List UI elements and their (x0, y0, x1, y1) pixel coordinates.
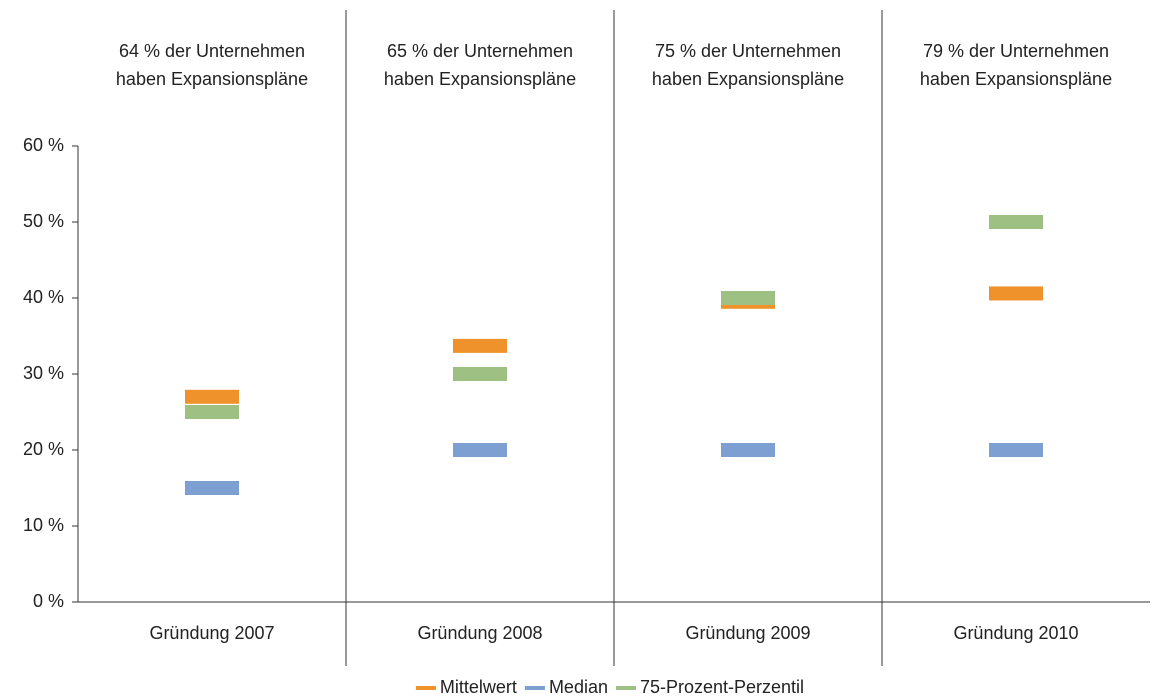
dash-mark (989, 286, 1043, 301)
dash-mark (185, 481, 239, 495)
dash-mark (453, 367, 507, 381)
annotation: haben Expansionspläne (384, 69, 576, 89)
annotation: 75 % der Unternehmen (655, 41, 841, 61)
y-tick-label: 40 % (23, 287, 64, 307)
y-tick-label: 10 % (23, 515, 64, 535)
annotation: 79 % der Unternehmen (923, 41, 1109, 61)
y-tick-label: 60 % (23, 135, 64, 155)
legend-label: 75-Prozent-Perzentil (640, 677, 804, 697)
x-tick-label: Gründung 2008 (417, 623, 542, 643)
dash-mark (185, 405, 239, 419)
y-tick-label: 0 % (33, 591, 64, 611)
y-tick-label: 20 % (23, 439, 64, 459)
annotation: haben Expansionspläne (920, 69, 1112, 89)
dash-mark (721, 291, 775, 305)
dash-mark (453, 443, 507, 457)
dash-mark (185, 389, 239, 404)
dash-mark (989, 443, 1043, 457)
x-tick-label: Gründung 2009 (685, 623, 810, 643)
annotation: haben Expansionspläne (116, 69, 308, 89)
annotation: 64 % der Unternehmen (119, 41, 305, 61)
legend-label: Mittelwert (440, 677, 517, 697)
legend-label: Median (549, 677, 608, 697)
x-tick-label: Gründung 2010 (953, 623, 1078, 643)
dash-mark (453, 338, 507, 353)
y-tick-label: 30 % (23, 363, 64, 383)
y-tick-label: 50 % (23, 211, 64, 231)
annotation: haben Expansionspläne (652, 69, 844, 89)
dash-mark (989, 215, 1043, 229)
x-tick-label: Gründung 2007 (149, 623, 274, 643)
dash-mark (721, 443, 775, 457)
annotation: 65 % der Unternehmen (387, 41, 573, 61)
